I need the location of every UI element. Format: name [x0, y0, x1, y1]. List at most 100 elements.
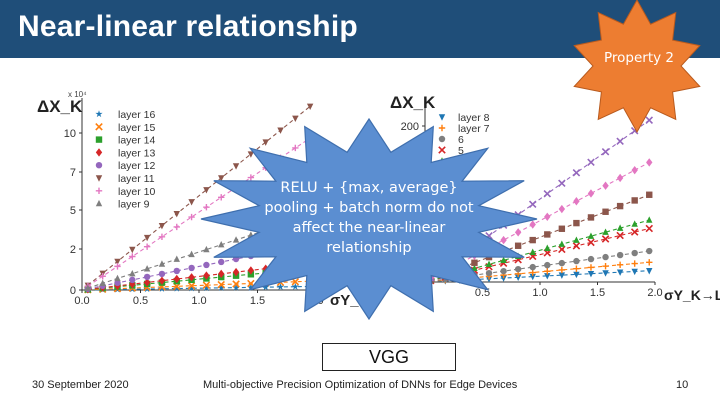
data-point [573, 271, 580, 279]
data-point [529, 273, 536, 281]
data-point [558, 245, 566, 254]
data-point [587, 158, 595, 166]
legend-label: layer 15 [118, 122, 156, 134]
legend-label: layer 8 [458, 112, 490, 124]
data-point [129, 276, 136, 284]
data-point [158, 276, 166, 285]
data-point [646, 259, 653, 266]
data-point [558, 225, 566, 232]
data-point [602, 270, 609, 277]
data-point [616, 137, 624, 145]
legend-marker [95, 123, 103, 131]
legend-marker [95, 162, 103, 169]
data-point [616, 251, 624, 259]
callout-starburst-shape [200, 117, 538, 321]
data-point [173, 274, 180, 284]
data-point [203, 203, 210, 211]
data-point [485, 260, 493, 268]
trend-line [87, 105, 311, 286]
data-point [646, 216, 653, 223]
data-point [143, 285, 151, 293]
data-point [529, 248, 536, 255]
data-point [158, 270, 166, 278]
data-point [630, 228, 639, 236]
data-point [544, 273, 551, 280]
data-point [129, 253, 136, 260]
data-point [616, 261, 624, 269]
legend-label: layer 12 [118, 160, 156, 172]
data-point [471, 259, 478, 266]
legend-marker [438, 124, 446, 132]
data-point [558, 259, 566, 267]
data-point [217, 284, 225, 291]
data-point [114, 274, 121, 282]
data-point [587, 232, 595, 239]
y-scale-note: x 10⁴ [68, 90, 87, 99]
data-point [631, 260, 638, 267]
data-point [187, 281, 196, 290]
data-point [291, 277, 300, 286]
footer-date: 30 September 2020 [32, 379, 129, 391]
data-point [173, 211, 180, 218]
trend-line [87, 262, 311, 290]
data-point [572, 168, 581, 177]
data-point [616, 269, 624, 276]
data-point [247, 174, 255, 181]
data-point [188, 264, 195, 272]
data-point [645, 116, 654, 124]
data-point [203, 271, 210, 280]
data-point [262, 283, 270, 291]
data-point [500, 235, 507, 245]
legend-label: layer 9 [118, 199, 150, 211]
data-point [573, 197, 580, 206]
data-point [514, 242, 522, 249]
data-point [602, 262, 609, 270]
data-point [587, 270, 595, 278]
y-tick-label: 0 [70, 285, 76, 297]
data-point [544, 231, 551, 238]
data-point [247, 266, 255, 275]
data-point [232, 236, 240, 243]
data-point [529, 220, 536, 229]
legend-label: layer 7 [458, 123, 490, 135]
data-point [558, 272, 566, 279]
data-point [529, 236, 536, 244]
footer-page-number: 10 [676, 379, 689, 391]
data-point [114, 279, 121, 287]
data-point [500, 275, 507, 282]
x-tick-label: 2.0 [647, 287, 662, 299]
data-point [646, 247, 653, 255]
data-point [143, 243, 151, 250]
data-point [247, 283, 255, 291]
y-tick-label: 200 [401, 121, 419, 133]
data-point [291, 282, 299, 290]
data-point [203, 261, 210, 269]
data-point [602, 228, 609, 235]
legend-label: 5 [458, 145, 464, 157]
x-tick-label: 0.5 [475, 287, 490, 299]
data-point [218, 194, 225, 201]
data-point [573, 236, 580, 243]
data-point [616, 202, 624, 210]
data-point [631, 268, 638, 276]
legend-marker [95, 110, 103, 118]
data-point [173, 255, 180, 262]
x-tick-label: 1.0 [532, 287, 547, 299]
x-tick-label: 1.0 [191, 295, 206, 307]
data-point [232, 163, 240, 170]
data-point [514, 265, 522, 273]
data-point [203, 187, 210, 194]
data-point [601, 235, 610, 243]
data-point [262, 139, 269, 146]
data-point [129, 246, 136, 254]
data-point [203, 245, 210, 253]
data-point [173, 284, 181, 292]
data-point [529, 263, 536, 271]
data-point [528, 200, 537, 209]
data-point [158, 260, 166, 267]
data-point [143, 273, 151, 281]
data-point [485, 269, 493, 277]
trend-line [87, 215, 311, 289]
data-point [188, 273, 195, 282]
